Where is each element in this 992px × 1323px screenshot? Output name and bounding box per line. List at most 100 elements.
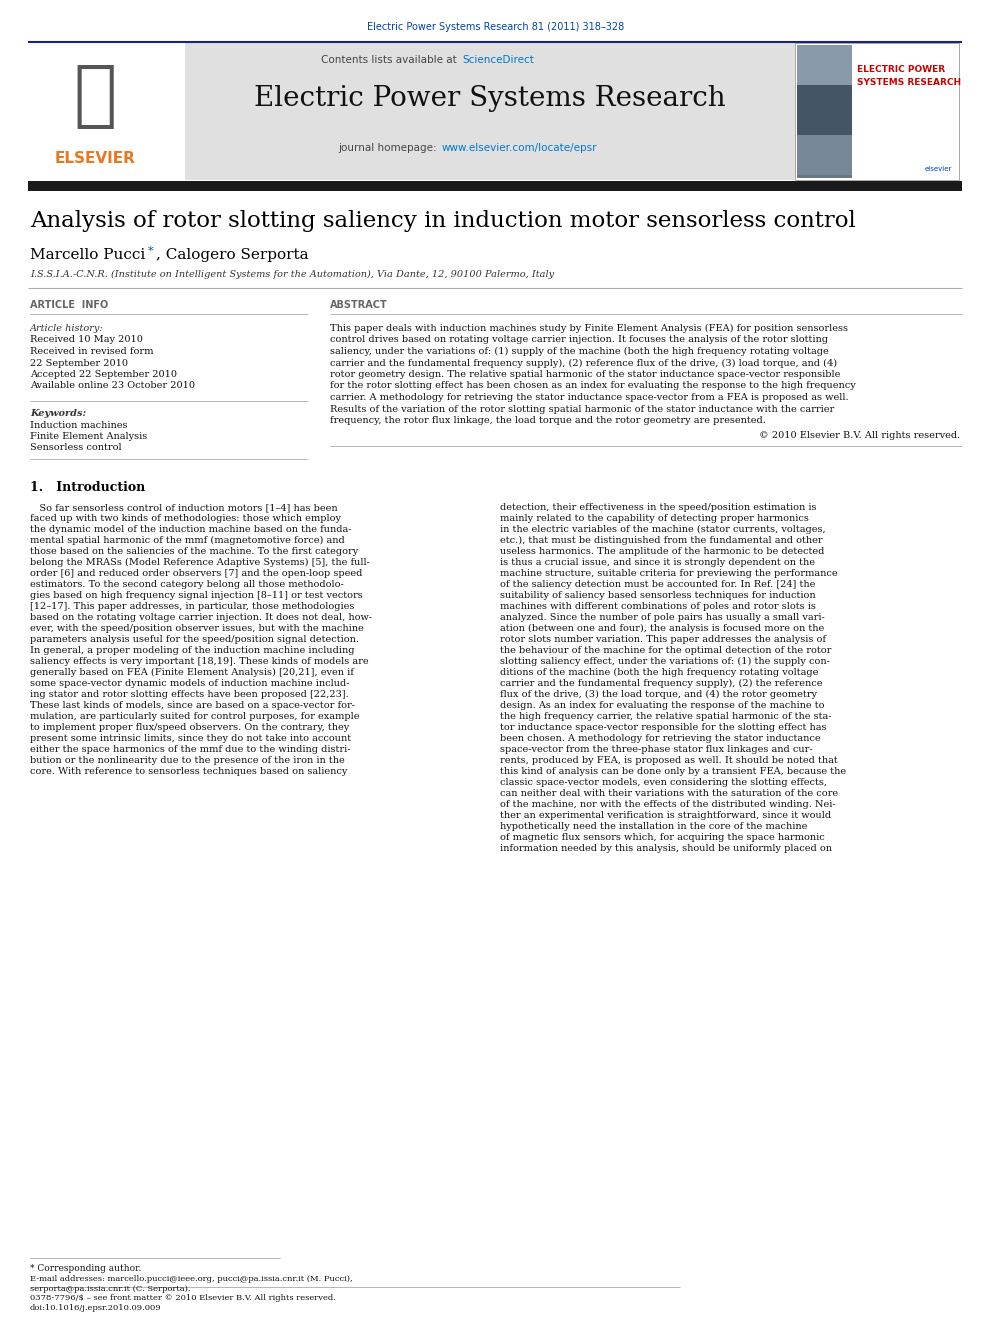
Text: this kind of analysis can be done only by a transient FEA, because the: this kind of analysis can be done only b…	[500, 767, 846, 777]
Text: saliency effects is very important [18,19]. These kinds of models are: saliency effects is very important [18,1…	[30, 658, 369, 665]
Text: ever, with the speed/position observer issues, but with the machine: ever, with the speed/position observer i…	[30, 624, 364, 632]
Text: These last kinds of models, since are based on a space-vector for-: These last kinds of models, since are ba…	[30, 701, 355, 710]
Text: ELSEVIER: ELSEVIER	[55, 151, 136, 165]
Text: is thus a crucial issue, and since it is strongly dependent on the: is thus a crucial issue, and since it is…	[500, 558, 815, 568]
Bar	[185, 44, 795, 180]
Text: either the space harmonics of the mmf due to the winding distri-: either the space harmonics of the mmf du…	[30, 745, 350, 754]
Text: Electric Power Systems Research: Electric Power Systems Research	[254, 85, 726, 112]
Text: machines with different combinations of poles and rotor slots is: machines with different combinations of …	[500, 602, 815, 611]
Text: of the machine, nor with the effects of the distributed winding. Nei-: of the machine, nor with the effects of …	[500, 800, 835, 808]
Text: those based on the saliencies of the machine. To the first category: those based on the saliencies of the mac…	[30, 546, 358, 556]
Text: Finite Element Analysis: Finite Element Analysis	[30, 433, 147, 441]
Text: tor inductance space-vector responsible for the slotting effect has: tor inductance space-vector responsible …	[500, 722, 826, 732]
Bar	[28, 181, 962, 191]
Text: elsevier: elsevier	[925, 165, 952, 172]
Bar	[40, 45, 150, 140]
Text: Marcello Pucci: Marcello Pucci	[30, 247, 145, 262]
Text: useless harmonics. The amplitude of the harmonic to be detected: useless harmonics. The amplitude of the …	[500, 546, 824, 556]
Text: This paper deals with induction machines study by Finite Element Analysis (FEA) : This paper deals with induction machines…	[330, 324, 848, 333]
Text: bution or the nonlinearity due to the presence of the iron in the: bution or the nonlinearity due to the pr…	[30, 755, 345, 765]
Text: In general, a proper modeling of the induction machine including: In general, a proper modeling of the ind…	[30, 646, 354, 655]
Text: of magnetic flux sensors which, for acquiring the space harmonic: of magnetic flux sensors which, for acqu…	[500, 833, 824, 841]
Text: * Corresponding author.: * Corresponding author.	[30, 1263, 142, 1273]
Text: estimators. To the second category belong all those methodolo-: estimators. To the second category belon…	[30, 579, 344, 589]
Text: carrier. A methodology for retrieving the stator inductance space-vector from a : carrier. A methodology for retrieving th…	[330, 393, 848, 402]
Text: ABSTRACT: ABSTRACT	[330, 300, 388, 310]
Text: present some intrinsic limits, since they do not take into account: present some intrinsic limits, since the…	[30, 734, 351, 744]
Text: can neither deal with their variations with the saturation of the core: can neither deal with their variations w…	[500, 789, 838, 798]
Text: SYSTEMS RESEARCH: SYSTEMS RESEARCH	[857, 78, 961, 87]
Text: some space-vector dynamic models of induction machine includ-: some space-vector dynamic models of indu…	[30, 679, 349, 688]
Text: faced up with two kinds of methodologies: those which employ: faced up with two kinds of methodologies…	[30, 515, 341, 523]
Text: etc.), that must be distinguished from the fundamental and other: etc.), that must be distinguished from t…	[500, 536, 822, 545]
Bar	[797, 45, 957, 57]
Bar	[797, 45, 852, 179]
Text: ELECTRIC POWER: ELECTRIC POWER	[857, 65, 945, 74]
Text: E-mail addresses: marcello.pucci@ieee.org, pucci@pa.issia.cnr.it (M. Pucci),: E-mail addresses: marcello.pucci@ieee.or…	[30, 1275, 352, 1283]
Text: 𝔗: 𝔗	[73, 61, 117, 131]
Text: parameters analysis useful for the speed/position signal detection.: parameters analysis useful for the speed…	[30, 635, 359, 644]
Text: machine structure, suitable criteria for previewing the performance: machine structure, suitable criteria for…	[500, 569, 837, 578]
Text: Contents lists available at: Contents lists available at	[321, 56, 460, 65]
Text: carrier and the fundamental frequency supply), (2) reference flux of the drive, : carrier and the fundamental frequency su…	[330, 359, 837, 368]
Text: analyzed. Since the number of pole pairs has usually a small vari-: analyzed. Since the number of pole pairs…	[500, 613, 824, 622]
Text: Available online 23 October 2010: Available online 23 October 2010	[30, 381, 195, 390]
Text: ing stator and rotor slotting effects have been proposed [22,23].: ing stator and rotor slotting effects ha…	[30, 691, 349, 699]
Text: I.S.S.I.A.-C.N.R. (Institute on Intelligent Systems for the Automation), Via Dan: I.S.S.I.A.-C.N.R. (Institute on Intellig…	[30, 270, 555, 279]
Text: hypothetically need the installation in the core of the machine: hypothetically need the installation in …	[500, 822, 807, 831]
Text: core. With reference to sensorless techniques based on saliency: core. With reference to sensorless techn…	[30, 767, 347, 777]
Text: information needed by this analysis, should be uniformly placed on: information needed by this analysis, sho…	[500, 844, 832, 853]
Text: [12–17]. This paper addresses, in particular, those methodologies: [12–17]. This paper addresses, in partic…	[30, 602, 354, 611]
Text: generally based on FEA (Finite Element Analysis) [20,21], even if: generally based on FEA (Finite Element A…	[30, 668, 354, 677]
Text: *: *	[148, 246, 154, 255]
Text: © 2010 Elsevier B.V. All rights reserved.: © 2010 Elsevier B.V. All rights reserved…	[759, 431, 960, 441]
Text: in the electric variables of the machine (stator currents, voltages,: in the electric variables of the machine…	[500, 525, 825, 534]
Text: saliency, under the variations of: (1) supply of the machine (both the high freq: saliency, under the variations of: (1) s…	[330, 347, 828, 356]
Text: order [6] and reduced order observers [7] and the open-loop speed: order [6] and reduced order observers [7…	[30, 569, 362, 578]
Text: doi:10.1016/j.epsr.2010.09.009: doi:10.1016/j.epsr.2010.09.009	[30, 1304, 162, 1312]
Text: to implement proper flux/speed observers. On the contrary, they: to implement proper flux/speed observers…	[30, 722, 349, 732]
Text: space-vector from the three-phase stator flux linkages and cur-: space-vector from the three-phase stator…	[500, 745, 812, 754]
Bar	[797, 45, 957, 179]
Text: 1.   Introduction: 1. Introduction	[30, 482, 145, 493]
Text: ation (between one and four), the analysis is focused more on the: ation (between one and four), the analys…	[500, 624, 824, 634]
Bar	[852, 45, 957, 179]
Text: Keywords:: Keywords:	[30, 409, 86, 418]
Text: Accepted 22 September 2010: Accepted 22 September 2010	[30, 370, 177, 378]
Text: journal homepage:: journal homepage:	[338, 143, 440, 153]
Text: Sensorless control: Sensorless control	[30, 443, 122, 452]
Bar	[797, 135, 852, 175]
Text: mulation, are particularly suited for control purposes, for example: mulation, are particularly suited for co…	[30, 712, 359, 721]
Text: classic space-vector models, even considering the slotting effects,: classic space-vector models, even consid…	[500, 778, 827, 787]
Text: mental spatial harmonic of the mmf (magnetomotive force) and: mental spatial harmonic of the mmf (magn…	[30, 536, 345, 545]
Text: based on the rotating voltage carrier injection. It does not deal, how-: based on the rotating voltage carrier in…	[30, 613, 372, 622]
Text: flux of the drive, (3) the load torque, and (4) the rotor geometry: flux of the drive, (3) the load torque, …	[500, 691, 817, 699]
Text: Article history:: Article history:	[30, 324, 103, 333]
Text: ARTICLE  INFO: ARTICLE INFO	[30, 300, 108, 310]
Bar	[797, 85, 852, 135]
Text: ditions of the machine (both the high frequency rotating voltage: ditions of the machine (both the high fr…	[500, 668, 818, 677]
Text: the high frequency carrier, the relative spatial harmonic of the sta-: the high frequency carrier, the relative…	[500, 712, 831, 721]
Text: gies based on high frequency signal injection [8–11] or test vectors: gies based on high frequency signal inje…	[30, 591, 363, 601]
Bar	[795, 44, 959, 180]
Text: suitability of saliency based sensorless techniques for induction: suitability of saliency based sensorless…	[500, 591, 815, 601]
Text: , Calogero Serporta: , Calogero Serporta	[156, 247, 309, 262]
Text: Analysis of rotor slotting saliency in induction motor sensorless control: Analysis of rotor slotting saliency in i…	[30, 210, 856, 232]
Text: ScienceDirect: ScienceDirect	[462, 56, 534, 65]
Bar	[797, 45, 852, 85]
Text: rotor geometry design. The relative spatial harmonic of the stator inductance sp: rotor geometry design. The relative spat…	[330, 370, 840, 378]
Text: been chosen. A methodology for retrieving the stator inductance: been chosen. A methodology for retrievin…	[500, 734, 820, 744]
Text: So far sensorless control of induction motors [1–4] has been: So far sensorless control of induction m…	[30, 503, 337, 512]
Text: 22 September 2010: 22 September 2010	[30, 359, 128, 368]
Text: for the rotor slotting effect has been chosen as an index for evaluating the res: for the rotor slotting effect has been c…	[330, 381, 856, 390]
Text: serporta@pa.issia.cnr.it (C. Serporta).: serporta@pa.issia.cnr.it (C. Serporta).	[30, 1285, 190, 1293]
Text: Induction machines: Induction machines	[30, 421, 128, 430]
Text: ther an experimental verification is straightforward, since it would: ther an experimental verification is str…	[500, 811, 831, 820]
Text: rotor slots number variation. This paper addresses the analysis of: rotor slots number variation. This paper…	[500, 635, 826, 644]
Text: www.elsevier.com/locate/epsr: www.elsevier.com/locate/epsr	[442, 143, 597, 153]
Text: slotting saliency effect, under the variations of: (1) the supply con-: slotting saliency effect, under the vari…	[500, 658, 830, 665]
Text: carrier and the fundamental frequency supply), (2) the reference: carrier and the fundamental frequency su…	[500, 679, 822, 688]
Text: Electric Power Systems Research 81 (2011) 318–328: Electric Power Systems Research 81 (2011…	[367, 22, 625, 32]
Text: rents, produced by FEA, is proposed as well. It should be noted that: rents, produced by FEA, is proposed as w…	[500, 755, 838, 765]
Text: belong the MRASs (Model Reference Adaptive Systems) [5], the full-: belong the MRASs (Model Reference Adapti…	[30, 558, 370, 568]
